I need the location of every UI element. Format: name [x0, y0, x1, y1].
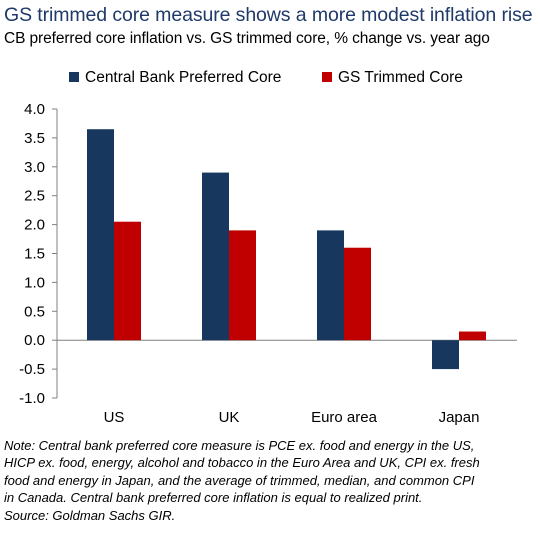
y-axis: 4.0 3.5 3.0 2.5 2.0 1.5 1.0 0.5 0.0 -0.5 -1.0 [19, 101, 517, 407]
chart-subtitle: CB preferred core inflation vs. GS trimm… [4, 30, 490, 47]
y-tick-label: -0.5 [19, 361, 45, 378]
y-tick-label: 2.5 [24, 188, 45, 205]
legend: Central Bank Preferred Core GS Trimmed Co… [69, 69, 463, 86]
y-tick-label: 1.5 [24, 246, 45, 263]
x-axis-labels: US UK Euro area Japan [104, 409, 480, 426]
chart-title: GS trimmed core measure shows a more mod… [4, 4, 533, 26]
y-tick-label: 4.0 [24, 101, 45, 118]
bar [202, 172, 229, 341]
bar [459, 331, 486, 341]
legend-label: GS Trimmed Core [338, 69, 463, 86]
legend-label: Central Bank Preferred Core [85, 69, 281, 86]
y-tick-label: 2.0 [24, 217, 45, 234]
bar [317, 230, 344, 341]
note-line: Note: Central bank preferred core measur… [4, 438, 475, 453]
x-tick-label: UK [219, 409, 240, 426]
bar [432, 340, 459, 370]
source-line: Source: Goldman Sachs GIR. [4, 507, 176, 523]
chart-note: Note: Central bank preferred core measur… [4, 437, 539, 524]
y-tick-label: 0.0 [24, 332, 45, 349]
legend-swatch [69, 72, 79, 82]
note-line: HICP ex. food, energy, alcohol and tobac… [4, 455, 480, 471]
bar [344, 247, 371, 341]
bar [87, 129, 114, 341]
bars [87, 129, 486, 370]
x-tick-label: US [104, 409, 125, 426]
y-tick-label: 3.5 [24, 130, 45, 147]
bar-chart: Central Bank Preferred Core GS Trimmed Co… [19, 69, 517, 426]
bar [114, 221, 141, 341]
y-tick-label: -1.0 [19, 390, 45, 407]
x-tick-label: Euro area [311, 409, 378, 426]
x-tick-label: Japan [439, 409, 480, 426]
y-tick-label: 0.5 [24, 303, 45, 320]
note-line: in Canada. Central bank preferred core i… [4, 490, 423, 506]
note-line: food and energy in Japan, and the averag… [4, 472, 475, 488]
y-tick-label: 3.0 [24, 159, 45, 176]
bar [229, 230, 256, 341]
y-tick-label: 1.0 [24, 274, 45, 291]
legend-swatch [322, 72, 332, 82]
